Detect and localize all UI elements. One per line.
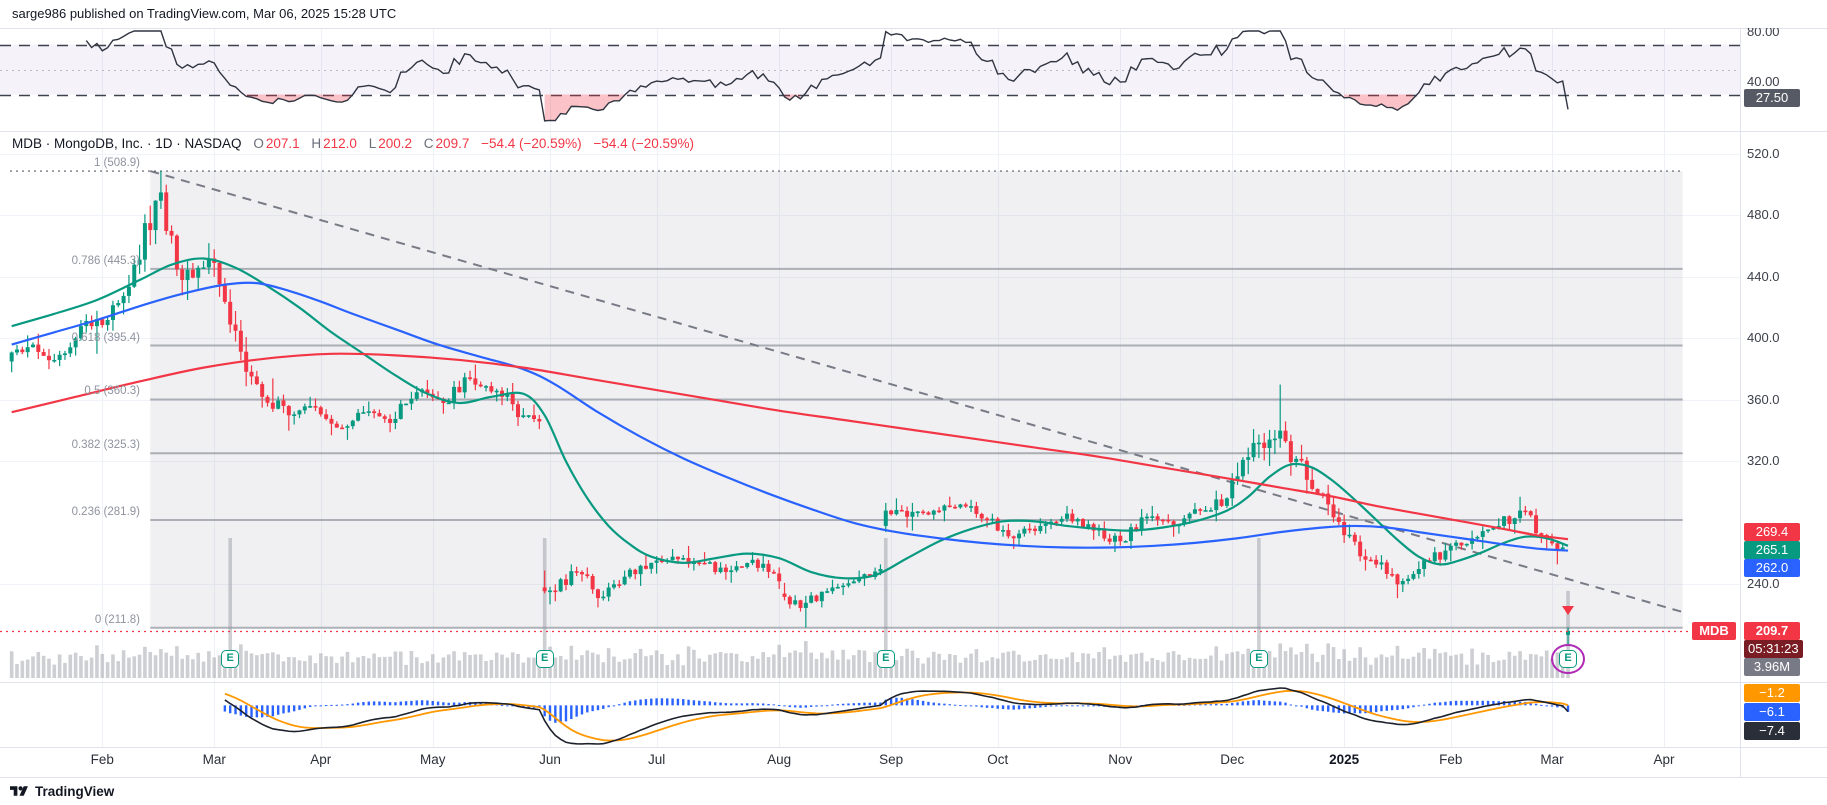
macd-badge: −6.1 — [1744, 703, 1800, 721]
footer: TradingView — [0, 778, 1827, 805]
ohlc-low-label: L — [368, 136, 377, 151]
volume-badge: 3.96M — [1744, 658, 1800, 676]
price-tick: 240.0 — [1747, 576, 1780, 592]
earnings-highlight-circle — [1551, 644, 1586, 674]
time-axis-label[interactable]: May — [419, 752, 446, 767]
price-tick: 520.0 — [1747, 146, 1780, 161]
price-tick: 440.0 — [1747, 268, 1780, 284]
fib-level-label: 0.382 (325.3) — [71, 439, 140, 452]
publish-header-text: sarge986 published on TradingView.com, M… — [12, 6, 397, 21]
tradingview-brand[interactable]: TradingView — [35, 784, 115, 799]
time-axis-label[interactable]: Jul — [647, 752, 666, 767]
change-value: −54.4 (−20.59%) — [481, 136, 582, 151]
rsi-value-badge: 27.50 — [1744, 89, 1800, 107]
ohlc-open-label: O — [253, 136, 264, 151]
symbol-legend[interactable]: MDB · MongoDB, Inc. · 1D · NASDAQ O 207.1… — [12, 136, 694, 151]
ohlc-low-value: 200.2 — [378, 136, 413, 151]
price-tick: 480.0 — [1747, 207, 1780, 223]
ohlc-high-label: H — [311, 136, 322, 151]
bar-countdown-badge: 05:31:23 — [1744, 640, 1803, 658]
time-axis-label[interactable]: Sep — [879, 752, 904, 767]
earnings-marker[interactable]: E — [1249, 650, 1268, 668]
symbol-title[interactable]: MDB · MongoDB, Inc. · 1D · NASDAQ — [12, 136, 242, 151]
time-axis-label[interactable]: Oct — [987, 752, 1009, 767]
time-axis-label[interactable]: Feb — [1439, 752, 1463, 767]
time-axis-label[interactable]: Feb — [90, 752, 114, 767]
macd-badge: −1.2 — [1744, 684, 1800, 702]
earnings-marker[interactable]: E — [221, 650, 240, 668]
tradingview-logo-icon[interactable] — [10, 784, 29, 799]
time-axis-label[interactable]: Apr — [1653, 752, 1675, 767]
ohlc-close-value: 209.7 — [435, 136, 470, 151]
time-axis-label[interactable]: Dec — [1220, 752, 1245, 767]
time-axis-label[interactable]: 2025 — [1329, 752, 1360, 767]
time-axis-label[interactable]: Mar — [202, 752, 226, 767]
time-axis-label[interactable]: Aug — [767, 752, 792, 767]
time-axis-label[interactable]: Jun — [539, 752, 561, 767]
earnings-marker[interactable]: E — [535, 650, 554, 668]
price-tick: 320.0 — [1747, 453, 1780, 469]
fib-level-label: 1 (508.9) — [93, 157, 140, 170]
gap-down-arrow — [1562, 606, 1575, 615]
rsi-tick: 40.00 — [1747, 74, 1780, 89]
fib-level-label: 0 (211.8) — [94, 613, 140, 626]
time-axis-label[interactable]: Mar — [1540, 752, 1564, 767]
fib-level-label: 0.236 (281.9) — [71, 505, 140, 518]
last-price-badge: 209.7 — [1744, 622, 1800, 640]
ma-green-badge: 265.1 — [1744, 541, 1800, 559]
fib-level-label: 0.618 (395.4) — [71, 331, 140, 344]
price-tick: 360.0 — [1747, 391, 1780, 407]
fib-level-label: 0.786 (445.3) — [71, 254, 140, 267]
time-axis-label[interactable]: Nov — [1108, 752, 1133, 767]
earnings-marker[interactable]: E — [876, 650, 895, 668]
macd-badge: −7.4 — [1744, 722, 1800, 740]
fib-level-label: 0.5 (360.3) — [84, 385, 140, 398]
time-axis-label[interactable]: Apr — [310, 752, 332, 767]
symbol-price-label: MDB — [1692, 622, 1736, 640]
ohlc-close-label: C — [423, 136, 434, 151]
ma-red-badge: 269.4 — [1744, 523, 1800, 541]
ma-blue-badge: 262.0 — [1744, 559, 1800, 577]
price-tick: 400.0 — [1747, 330, 1780, 346]
publish-header: sarge986 published on TradingView.com, M… — [0, 0, 1827, 28]
ohlc-high-value: 212.0 — [323, 136, 357, 151]
ohlc-open-value: 207.1 — [265, 136, 300, 151]
change-value-secondary: −54.4 (−20.59%) — [593, 136, 695, 151]
